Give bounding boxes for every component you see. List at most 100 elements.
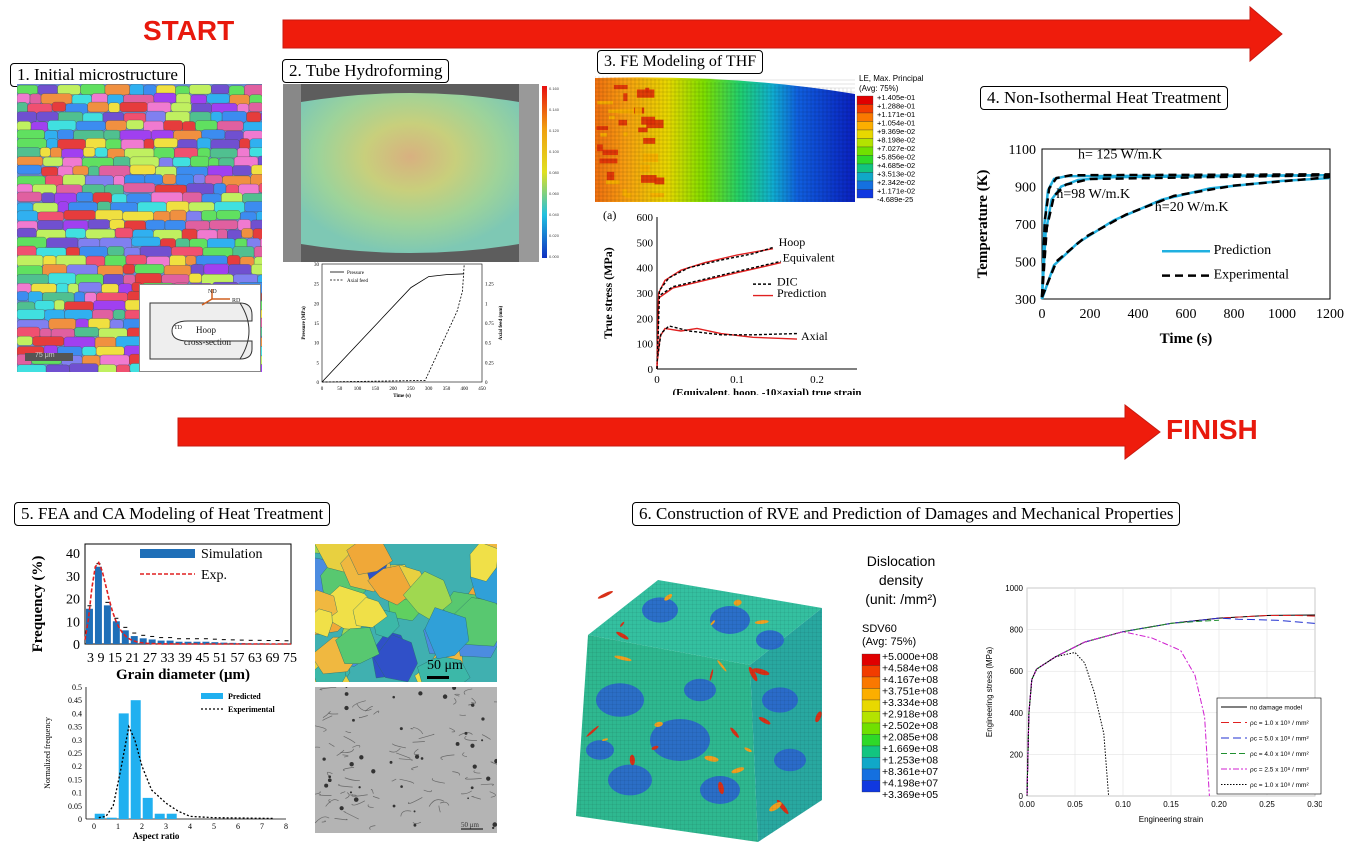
x-tick: 6 (236, 822, 240, 831)
step-3-label: 3. FE Modeling of THF (597, 50, 763, 74)
sdv-contour-legend: SDV60(Avg: 75%)+5.000e+08+4.584e+08+4.16… (860, 622, 970, 807)
contour-swatch (857, 147, 873, 156)
legend-entry: ρc = 5.0 x 10⁸ / mm² (1250, 736, 1309, 743)
ca-scale-bar (427, 676, 449, 679)
le-contour-legend: LE, Max. Principal(Avg: 75%)+1.405e-01+1… (851, 72, 971, 212)
sdv-swatch (862, 689, 880, 701)
equivalent-label: Equivalent (783, 250, 836, 264)
y-tick: 0.2 (72, 762, 82, 771)
x-tick: 100 (354, 387, 362, 392)
legend-experimental: Experimental (1214, 267, 1290, 282)
contour-swatch (857, 181, 873, 190)
y-tick: 100 (637, 339, 654, 351)
start-label: START (143, 15, 234, 47)
density-title-line2: density (846, 571, 956, 590)
density-title-line3: (unit: /mm²) (846, 590, 956, 609)
ca-scale-label: 50 μm (427, 658, 463, 674)
sdv-value: +8.361e+07 (882, 766, 938, 778)
density-title-line1: Dislocation (846, 552, 956, 571)
legend-experimental: Experimental (228, 705, 275, 714)
x-tick: 350 (443, 387, 451, 392)
rd-label: RD (232, 298, 241, 304)
sdv-swatch (862, 712, 880, 724)
y-axis-label: Engineering stress (MPa) (985, 647, 994, 738)
tube-photo (283, 84, 539, 262)
legend-axial-feed: Axial feed (347, 279, 368, 284)
y-axis-label: Temperature (K) (975, 170, 991, 279)
contour-swatch (857, 105, 873, 114)
y-tick: 300 (1015, 293, 1036, 308)
x-tick: 4 (188, 822, 192, 831)
x-tick: 0.30 (1307, 800, 1322, 809)
sdv-swatch (862, 677, 880, 689)
axial-label: Axial (801, 329, 828, 343)
y-tick: 1100 (1009, 143, 1036, 158)
y-axis-label: Frequency (%) (30, 556, 46, 653)
contour-swatch (857, 173, 873, 182)
contour-title: LE, Max. Principal (859, 74, 924, 83)
dislocation-title: Dislocation density (unit: /mm²) (846, 552, 956, 609)
y-tick: 0.35 (68, 723, 82, 732)
x-tick: 0 (321, 387, 324, 392)
x-tick: 0.00 (1019, 800, 1035, 809)
legend-simulation: Simulation (201, 547, 262, 562)
x-tick: 0.1 (730, 374, 744, 386)
y-tick: 300 (637, 288, 654, 300)
colorbar-tick: 0.080 (549, 170, 560, 175)
contour-swatch (857, 139, 873, 148)
x-tick: 8 (284, 822, 288, 831)
axial-dic (657, 326, 797, 361)
y-tick: 15 (314, 322, 320, 327)
sdv-swatch (862, 769, 880, 781)
y-tick: 0.1 (72, 789, 82, 798)
step-4-label: 4. Non-Isothermal Heat Treatment (980, 86, 1228, 110)
y-tick: 200 (637, 313, 654, 325)
y-tick: 20 (314, 302, 320, 307)
x-tick: 0 (654, 374, 660, 386)
y-tick: 30 (66, 570, 80, 585)
annotation-h98: h=98 W/m.K (1056, 187, 1130, 202)
step-2-label: 2. Tube Hydroforming (282, 59, 449, 83)
x-tick: 300 (425, 387, 433, 392)
y-tick: 0.15 (68, 775, 82, 784)
sdv-value: +1.253e+08 (882, 755, 938, 767)
x-tick: 0.2 (810, 374, 824, 386)
step-6-label: 6. Construction of RVE and Prediction of… (632, 502, 1180, 526)
y-tick: 0.3 (72, 736, 82, 745)
x-tick: 400 (1128, 307, 1149, 322)
micrograph-image: 50 μm (315, 687, 497, 833)
sdv-value: +4.167e+08 (882, 674, 938, 686)
y2-tick: 0 (485, 381, 488, 386)
start-arrow (280, 5, 1285, 63)
x-tick: 450 (478, 387, 486, 392)
colorbar-tick: 0.140 (549, 107, 560, 112)
x-tick: 1200 (1316, 307, 1344, 322)
x-ticks: 3 9 15 21 27 33 39 45 51 57 63 69 75 (87, 651, 297, 666)
axial-feed-line (322, 264, 464, 382)
hoop-prediction (657, 249, 773, 369)
colorbar-tick: 0.000 (549, 254, 560, 259)
y2-tick: 1 (485, 302, 488, 307)
y-tick: 400 (1010, 709, 1024, 718)
x-tick: 7 (260, 822, 264, 831)
y-tick: 30 (314, 263, 320, 268)
y-tick: 25 (314, 283, 320, 288)
sdv-value: +3.369e+05 (882, 789, 938, 801)
x-tick: 400 (460, 387, 468, 392)
x-tick: 800 (1224, 307, 1245, 322)
sdv-swatch (862, 654, 880, 666)
legend-pressure: Pressure (347, 271, 365, 276)
y-tick: 5 (317, 361, 320, 366)
sdv-subtitle: (Avg: 75%) (862, 636, 916, 648)
contour-swatch (857, 164, 873, 173)
contour-swatch (857, 156, 873, 165)
x-tick: 600 (1176, 307, 1197, 322)
y2-tick: 0.5 (485, 342, 492, 347)
contour-swatch (857, 130, 873, 139)
legend-prediction: Prediction (1214, 243, 1272, 258)
y-tick: 700 (1015, 218, 1036, 233)
legend-predicted: Predicted (228, 692, 261, 701)
